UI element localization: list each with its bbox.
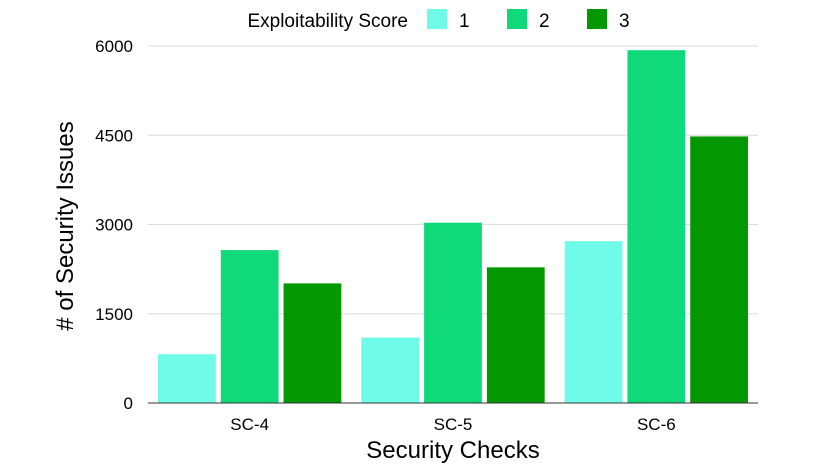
legend-label: 2 xyxy=(539,11,550,32)
bar-sc-4-series-2 xyxy=(220,250,279,403)
legend-title: Exploitability Score xyxy=(247,11,408,32)
bar-sc-6-series-1 xyxy=(564,241,623,403)
bar-sc-6-series-3 xyxy=(690,136,748,403)
x-tick-label: SC-5 xyxy=(434,415,473,434)
y-axis-label: # of Security Issues xyxy=(52,121,79,330)
bar-sc-4-series-3 xyxy=(283,283,342,403)
y-tick-label: 6000 xyxy=(95,37,133,56)
legend-swatch xyxy=(427,9,447,29)
axes: 0 1500 3000 4500 6000 SC-4 SC-5 SC-6 xyxy=(95,37,758,434)
y-tick-label: 1500 xyxy=(95,305,133,324)
bars xyxy=(158,50,748,403)
y-tick-label: 0 xyxy=(124,394,133,413)
x-tick-label: SC-6 xyxy=(637,415,676,434)
legend: Exploitability Score 1 2 3 xyxy=(247,9,630,32)
legend-swatch xyxy=(507,9,527,29)
legend-label: 1 xyxy=(459,11,470,32)
x-axis-label: Security Checks xyxy=(366,437,539,464)
y-tick-label: 4500 xyxy=(95,126,133,145)
legend-label: 3 xyxy=(619,11,630,32)
x-tick-label: SC-4 xyxy=(230,415,269,434)
legend-swatch xyxy=(587,9,607,29)
bar-sc-6-series-2 xyxy=(627,50,686,403)
bar-sc-4-series-1 xyxy=(158,354,216,403)
bar-sc-5-series-3 xyxy=(486,267,545,403)
bar-sc-5-series-1 xyxy=(361,337,420,403)
y-tick-label: 3000 xyxy=(95,216,133,235)
bar-sc-5-series-2 xyxy=(424,222,482,403)
